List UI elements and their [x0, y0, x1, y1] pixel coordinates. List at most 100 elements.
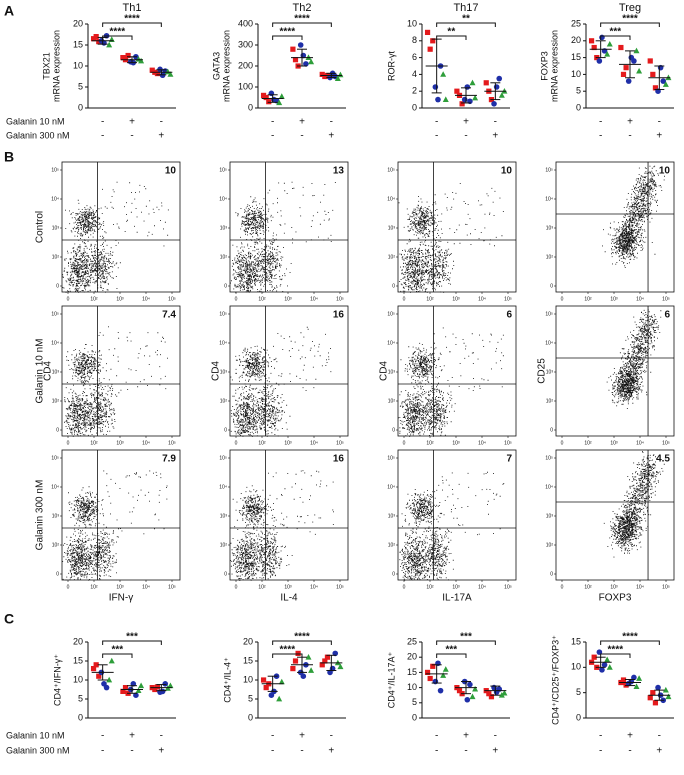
event-cloud [230, 326, 332, 437]
data-point [440, 71, 447, 77]
flow-x-tick-label: 0 [561, 440, 564, 446]
event-cloud [603, 451, 665, 558]
flow-x-tick-label: 10⁴ [636, 296, 644, 302]
data-point [164, 68, 171, 75]
flow-y-tick-label: 10² [220, 542, 228, 548]
y-tick-label: 15 [243, 655, 253, 665]
data-point [120, 688, 126, 694]
data-point [631, 58, 637, 64]
condition-sign: - [599, 746, 602, 757]
flow-y-tick-label: 10³ [52, 225, 60, 231]
condition-sign: - [435, 131, 438, 142]
data-point [130, 681, 137, 687]
data-point [260, 677, 267, 683]
data-point [324, 654, 331, 660]
flow-x-tick-label: 10⁴ [142, 296, 150, 302]
flow-y-tick-label: 0 [56, 571, 59, 577]
data-point [432, 84, 439, 90]
data-point [106, 41, 113, 48]
y-tick-label: 5 [412, 697, 417, 707]
flow-y-tick-label: 10² [388, 254, 396, 260]
data-point [337, 663, 344, 670]
data-point [652, 85, 659, 91]
quadrant-percent: 7.9 [162, 454, 176, 465]
y-tick-label: 5 [78, 81, 83, 91]
flow-y-tick-label: 10⁵ [51, 167, 59, 173]
event-cloud [398, 327, 504, 437]
condition-sign: - [101, 131, 104, 142]
significance-label: *** [445, 645, 457, 656]
data-point [636, 67, 643, 74]
flow-y-tick-label: 10³ [220, 513, 228, 519]
flow-x-tick-label: 10⁴ [478, 296, 486, 302]
y-axis-label: CD4⁺/IL-17A⁺ [386, 651, 396, 708]
data-point [152, 686, 158, 693]
panel-letter: B [4, 149, 14, 165]
quadrant-percent: 6 [506, 310, 512, 321]
data-point [591, 654, 597, 660]
data-point [303, 61, 309, 67]
event-cloud [62, 181, 169, 293]
y-tick-label: 15 [571, 52, 581, 62]
flow-x-tick-label: 0 [67, 296, 70, 302]
flow-x-tick-label: 10³ [610, 296, 618, 302]
flow-x-tick-label: 10⁴ [636, 584, 644, 590]
data-point [498, 92, 505, 98]
data-point [493, 84, 500, 90]
y-tick-label: 200 [238, 60, 253, 70]
data-point [501, 689, 508, 696]
flow-plot-frame [397, 449, 517, 581]
flow-y-tick-label: 10² [220, 398, 228, 404]
chart-title: Th1 [123, 2, 142, 14]
condition-sign: + [299, 731, 305, 742]
flow-y-tick-label: 0 [392, 283, 395, 289]
flow-y-tick-label: 10² [388, 398, 396, 404]
y-tick-label: 0 [248, 712, 253, 722]
data-point [591, 44, 597, 51]
flow-plot-frame [555, 449, 675, 581]
flow-y-tick-label: 10⁴ [219, 196, 227, 202]
significance-bracket [102, 653, 133, 658]
flow-x-tick-label: 10² [426, 584, 434, 590]
flow-y-tick-label: 10³ [546, 225, 554, 231]
significance-bracket [436, 653, 467, 658]
significance-bracket [272, 640, 332, 645]
data-point [424, 669, 431, 675]
event-cloud [64, 326, 168, 437]
condition-sign: - [271, 731, 274, 742]
significance-bracket [436, 22, 496, 27]
event-cloud [602, 165, 665, 268]
significance-bracket [600, 653, 631, 658]
flow-y-tick-label: 10⁵ [51, 311, 59, 317]
flow-x-tick-label: 10² [258, 296, 266, 302]
y-axis-label: mRNA expression [549, 30, 559, 102]
data-point [464, 696, 471, 703]
data-point [442, 96, 449, 102]
y-tick-label: 0 [412, 102, 417, 112]
y-tick-label: 15 [571, 636, 581, 646]
flow-y-tick-label: 10⁵ [219, 167, 227, 173]
flow-x-tick-label: 10⁵ [504, 584, 512, 590]
flow-plot-frame [555, 305, 675, 437]
y-tick-label: 10 [571, 662, 581, 672]
y-tick-label: 10 [73, 674, 83, 684]
event-cloud [230, 181, 336, 293]
flow-y-axis-label: CD4 [379, 361, 390, 381]
flow-plot-frame [397, 161, 517, 293]
flow-y-tick-label: 10⁵ [219, 455, 227, 461]
data-point [93, 34, 99, 40]
data-point [596, 58, 603, 64]
y-axis-label: ROR-γt [386, 51, 396, 81]
data-point [491, 101, 497, 107]
event-cloud [230, 470, 334, 581]
condition-sign: + [492, 131, 498, 142]
data-point [486, 691, 492, 697]
y-tick-label: 15 [73, 39, 83, 49]
flow-y-tick-label: 10³ [388, 513, 396, 519]
flow-y-axis-label: CD25 [537, 358, 548, 384]
flow-plot-frame [397, 305, 517, 437]
flow-x-tick-label: 10⁵ [168, 440, 176, 446]
data-point [322, 658, 328, 664]
y-tick-label: 15 [407, 667, 417, 677]
flow-plot-frame [229, 449, 349, 581]
